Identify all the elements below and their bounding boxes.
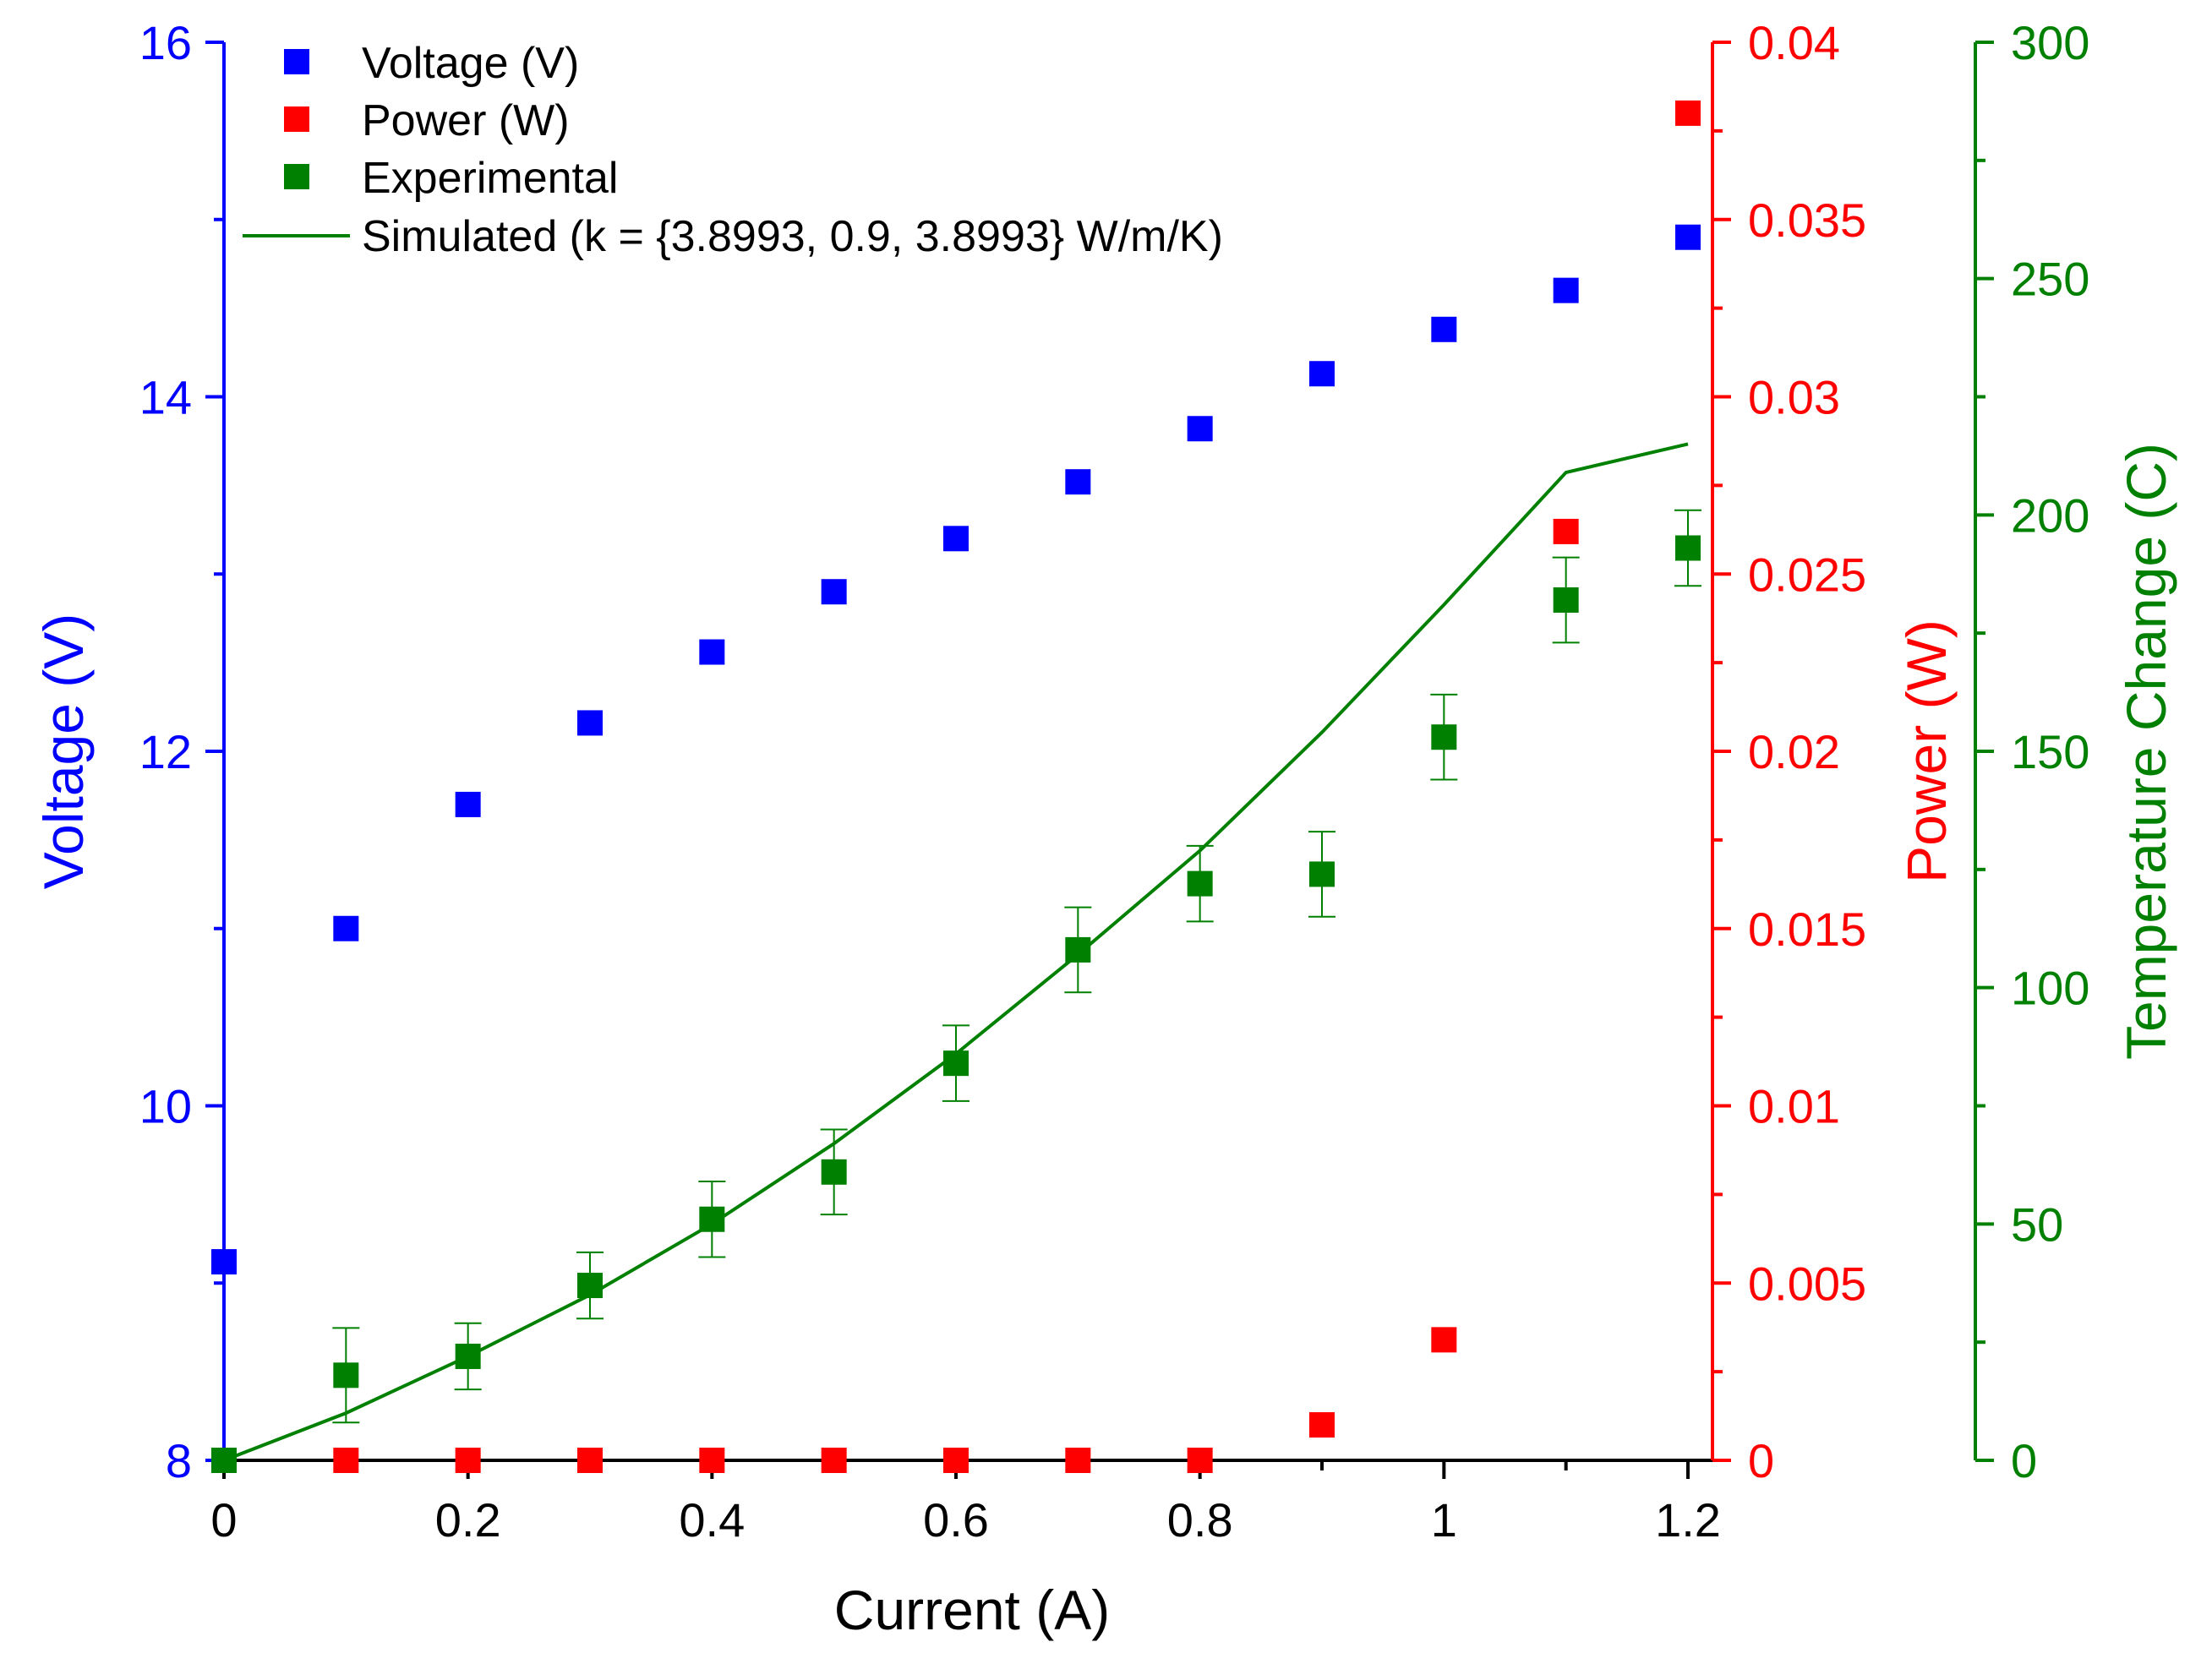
temperature-point	[333, 1362, 359, 1388]
temperature-tick-label: 250	[2011, 253, 2089, 306]
legend-power-label: Power (W)	[362, 96, 570, 145]
voltage-tick-label: 16	[139, 16, 192, 69]
voltage-tick-label: 14	[139, 371, 192, 424]
legend: Voltage (V) Power (W) Experimental Simul…	[243, 39, 1223, 261]
power-point	[1309, 1412, 1335, 1438]
voltage-point	[821, 579, 847, 605]
power-point	[821, 1448, 847, 1473]
power-axis-title: Power (W)	[1895, 619, 1958, 883]
power-point	[577, 1448, 603, 1473]
power-point	[1675, 100, 1701, 126]
x-tick-label: 1.2	[1655, 1493, 1721, 1547]
voltage-point	[1309, 361, 1335, 387]
power-tick-label: 0.04	[1748, 16, 1840, 69]
temperature-tick-label: 300	[2011, 16, 2089, 69]
power-tick-label: 0.03	[1748, 371, 1840, 424]
power-tick-label: 0.025	[1748, 548, 1866, 601]
voltage-point	[577, 710, 603, 736]
voltage-tick-label: 10	[139, 1080, 192, 1133]
temperature-point	[1431, 724, 1457, 750]
power-tick-label: 0.035	[1748, 194, 1866, 247]
voltage-point	[943, 526, 969, 552]
x-tick-label: 0.4	[679, 1493, 745, 1547]
legend-voltage-label: Voltage (V)	[362, 39, 579, 88]
x-axis-title: Current (A)	[834, 1579, 1110, 1641]
x-tick-label: 0.6	[923, 1493, 989, 1547]
temperature-tick-label: 150	[2011, 725, 2089, 778]
temperature-tick-label: 100	[2011, 962, 2089, 1015]
voltage-point	[1431, 316, 1457, 342]
voltage-point	[455, 791, 481, 817]
power-tick-label: 0.015	[1748, 903, 1866, 956]
temperature-tick-label: 50	[2011, 1198, 2063, 1251]
temperature-point	[1065, 936, 1091, 963]
voltage-point	[1187, 416, 1213, 442]
legend-experimental-marker	[284, 164, 309, 189]
voltage-point	[1065, 469, 1091, 495]
power-point	[455, 1448, 481, 1473]
power-point	[943, 1448, 969, 1473]
temperature-axis-title: Temperature Change (C)	[2115, 443, 2177, 1060]
voltage-point	[699, 639, 725, 665]
power-point	[1553, 518, 1579, 544]
temperature-point	[1675, 535, 1701, 561]
legend-voltage-marker	[284, 49, 309, 74]
simulated-line	[223, 442, 1689, 1462]
temperature-point	[1553, 587, 1579, 614]
power-point	[1187, 1448, 1213, 1473]
axes-layer: 0 0.2 0.4 0.6 0.8 1 1.2 8 10 12 14 16 0 0.005 0.01 0.01…	[139, 16, 2090, 1547]
power-tick-label: 0.01	[1748, 1080, 1840, 1133]
data-layer	[211, 100, 1701, 1473]
power-tick-label: 0.005	[1748, 1257, 1866, 1310]
voltage-point	[333, 915, 359, 941]
voltage-axis-title: Voltage (V)	[32, 614, 95, 890]
legend-power-marker	[284, 106, 309, 132]
voltage-tick-label: 8	[166, 1434, 192, 1487]
power-point	[1431, 1327, 1457, 1353]
voltage-point	[1675, 224, 1701, 250]
temperature-tick-label: 200	[2011, 488, 2089, 542]
temperature-point	[1309, 861, 1335, 887]
temperature-point	[821, 1159, 847, 1185]
power-point	[699, 1448, 725, 1473]
power-point	[333, 1448, 359, 1473]
x-tick-label: 0.8	[1167, 1493, 1233, 1547]
voltage-point	[211, 1249, 237, 1275]
x-tick-label: 0.2	[435, 1493, 501, 1547]
power-point	[1065, 1448, 1091, 1473]
temperature-point	[1187, 870, 1213, 897]
x-tick-label: 0	[210, 1493, 237, 1547]
power-tick-label: 0	[1748, 1434, 1774, 1487]
power-tick-label: 0.02	[1748, 725, 1840, 778]
voltage-point	[1553, 277, 1579, 303]
legend-experimental-label: Experimental	[362, 154, 618, 203]
voltage-tick-label: 12	[139, 725, 192, 778]
x-tick-label: 1	[1431, 1493, 1457, 1547]
legend-simulated-label: Simulated (k = {3.8993, 0.9, 3.8993} W/m…	[362, 212, 1223, 261]
temperature-tick-label: 0	[2011, 1434, 2037, 1487]
